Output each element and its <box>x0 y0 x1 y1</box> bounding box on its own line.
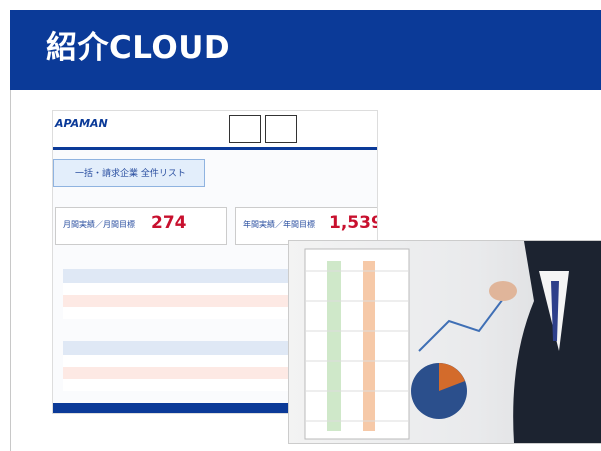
person-hand <box>489 281 517 301</box>
slide-title: 紹介CLOUD <box>46 22 230 67</box>
yearly-value: 1,539 <box>329 213 378 233</box>
left-rule <box>10 90 11 451</box>
icon-button <box>229 115 261 143</box>
icon-button <box>265 115 297 143</box>
spreadsheet <box>305 249 409 439</box>
photo-art <box>289 241 601 443</box>
slide: 紹介CLOUD APAMAN 一括・請求企業 全件リスト 月間実績／月間目標 2… <box>0 0 601 451</box>
sheet-column <box>363 261 375 431</box>
line-decoration <box>419 291 509 351</box>
sheet-column <box>327 261 341 431</box>
brand: APAMAN <box>55 117 108 130</box>
monthly-value: 274 <box>151 213 187 233</box>
list-title: 一括・請求企業 全件リスト <box>75 166 186 179</box>
yearly-label: 年間実績／年間目標 <box>243 219 315 230</box>
monthly-label: 月間実績／月間目標 <box>63 219 135 230</box>
business-photo <box>288 240 601 444</box>
